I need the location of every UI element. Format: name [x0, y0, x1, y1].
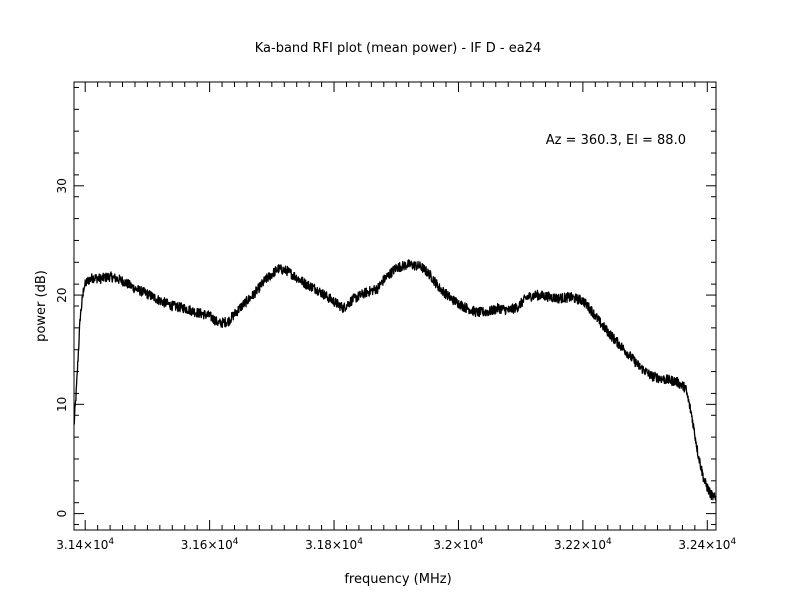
- y-tick-label: 0: [55, 510, 69, 518]
- tick-labels: 3.14×104 3.16×104 3.18×104 3.2×104 3.22×104 3…: [55, 178, 736, 552]
- chart-title: Ka-band RFI plot (mean power) - IF D - e…: [255, 41, 542, 56]
- azimuth-elevation-annotation: Az = 360.3, El = 88.0: [546, 133, 686, 148]
- y-tick-label: 20: [55, 287, 69, 302]
- x-tick-label: 3.14×104: [56, 537, 114, 552]
- x-tick-label: 3.18×104: [305, 537, 363, 552]
- y-tick-label: 10: [55, 397, 69, 412]
- y-tick-label: 30: [55, 178, 69, 193]
- x-tick-label: 3.22×104: [554, 537, 612, 552]
- x-tick-label: 3.24×104: [678, 537, 736, 552]
- x-axis-label: frequency (MHz): [344, 572, 451, 587]
- axis-ticks: [74, 82, 716, 530]
- power-spectrum-line: [73, 259, 717, 502]
- y-axis-label: power (dB): [34, 270, 49, 342]
- x-tick-label: 3.16×104: [181, 537, 239, 552]
- x-tick-label: 3.2×104: [433, 537, 483, 552]
